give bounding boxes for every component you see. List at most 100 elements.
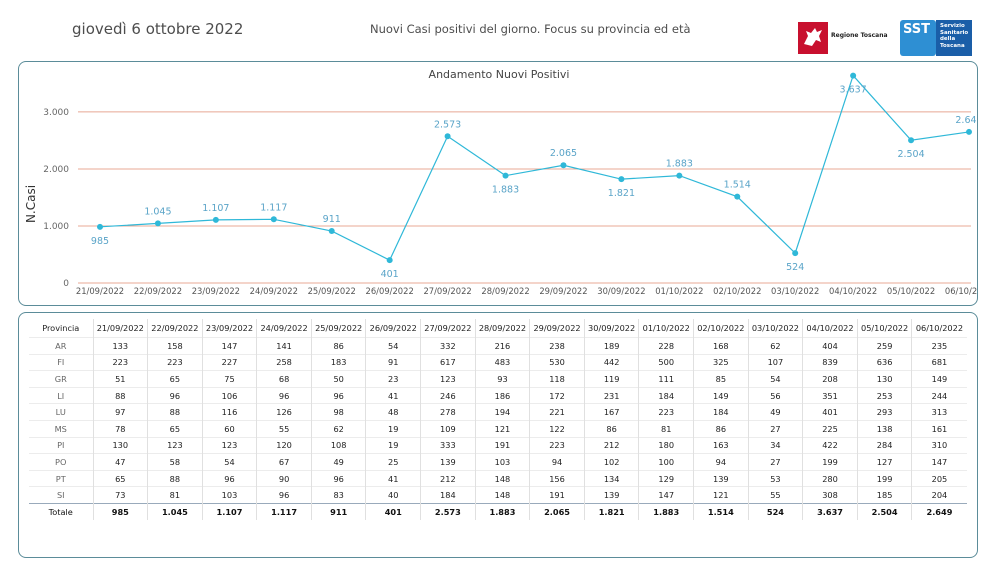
- y-tick-label: 3.000: [43, 108, 69, 118]
- table-cell: 127: [856, 453, 912, 471]
- data-point[interactable]: [792, 250, 799, 257]
- table-cell: 96: [310, 469, 366, 487]
- table-cell: 134: [583, 469, 639, 487]
- table-cell: 228: [638, 337, 694, 355]
- table-cell: 103: [201, 486, 257, 504]
- table-cell: 313: [911, 403, 967, 421]
- table-cell: 180: [638, 436, 694, 454]
- column-header-date[interactable]: 23/09/2022: [201, 319, 257, 338]
- data-label: 1.117: [260, 202, 287, 213]
- table-cell: 223: [147, 353, 203, 371]
- data-point[interactable]: [560, 162, 567, 169]
- data-point[interactable]: [618, 176, 625, 183]
- data-label: 1.883: [492, 185, 519, 196]
- table-cell: 122: [529, 419, 585, 438]
- table-cell: 278: [420, 403, 476, 421]
- table-cell: 191: [474, 436, 530, 454]
- table-cell: 91: [365, 353, 421, 371]
- data-point[interactable]: [328, 228, 335, 235]
- table-cell: 483: [474, 353, 530, 371]
- table-cell: 96: [310, 386, 366, 404]
- column-header-date[interactable]: 25/09/2022: [310, 319, 366, 338]
- table-cell: 205: [911, 469, 967, 487]
- column-header-date[interactable]: 01/10/2022: [638, 319, 694, 338]
- data-point[interactable]: [734, 193, 741, 200]
- table-cell: 53: [747, 469, 803, 487]
- column-header-date[interactable]: 05/10/2022: [856, 319, 912, 338]
- column-header-date[interactable]: 06/10/2022: [911, 319, 967, 338]
- column-header-date[interactable]: 02/10/2022: [693, 319, 749, 338]
- data-label: 524: [786, 262, 804, 273]
- column-header-date[interactable]: 22/09/2022: [147, 319, 203, 338]
- table-cell: 212: [420, 469, 476, 487]
- pegasus-flag-icon: [798, 22, 828, 54]
- table-cell: 83: [310, 486, 366, 504]
- sst-mark: SST: [903, 22, 931, 37]
- data-point[interactable]: [444, 133, 451, 140]
- table-cell: 500: [638, 353, 694, 371]
- data-point[interactable]: [908, 137, 915, 144]
- chart-panel: Andamento Nuovi Positivi N.Casi 0 1.000 2.…: [18, 61, 993, 306]
- table-cell: 120: [256, 436, 312, 454]
- table-cell: 184: [638, 386, 694, 404]
- row-label: MS: [29, 419, 93, 438]
- x-tick-label: 23/09/2022: [192, 286, 240, 296]
- data-point[interactable]: [154, 220, 161, 227]
- x-tick-label: 04/10/2022: [829, 286, 877, 296]
- data-point[interactable]: [966, 128, 972, 135]
- table-cell: 148: [474, 469, 530, 487]
- column-header-date[interactable]: 27/09/2022: [420, 319, 476, 338]
- x-tick-label: 06/10/2022: [945, 286, 977, 296]
- table-cell: 54: [747, 370, 803, 388]
- x-tick-label: 03/10/2022: [771, 286, 819, 296]
- x-tick-label: 22/09/2022: [134, 286, 182, 296]
- column-header-date[interactable]: 28/09/2022: [474, 319, 530, 338]
- chart-title: Andamento Nuovi Positivi: [429, 68, 570, 81]
- column-header-date[interactable]: 29/09/2022: [529, 319, 585, 338]
- column-header-provincia[interactable]: Provincia: [42, 323, 80, 333]
- table-cell: 62: [747, 337, 803, 355]
- table-cell: 19: [365, 419, 421, 438]
- column-header-date[interactable]: 04/10/2022: [802, 319, 858, 338]
- table-cell: 404: [802, 337, 858, 355]
- sst-logo: SST Servizio Sanitario della Toscana: [900, 20, 972, 56]
- table-cell: 184: [420, 486, 476, 504]
- table-cell: 111: [638, 370, 694, 388]
- data-label: 1.514: [724, 180, 751, 191]
- data-point[interactable]: [502, 172, 509, 179]
- table-cell: 47: [92, 453, 148, 471]
- data-point[interactable]: [212, 216, 219, 223]
- column-header-date[interactable]: 26/09/2022: [365, 319, 421, 338]
- table-cell: 54: [201, 453, 257, 471]
- table-cell: 121: [474, 419, 530, 438]
- page-header: giovedì 6 ottobre 2022 Nuovi Casi positi…: [0, 0, 996, 60]
- table-cell: 332: [420, 337, 476, 355]
- data-label: 1.821: [608, 188, 635, 199]
- table-cell: 130: [856, 370, 912, 388]
- x-tick-label: 30/09/2022: [597, 286, 645, 296]
- table-cell: 223: [529, 436, 585, 454]
- x-tick-label: 02/10/2022: [713, 286, 761, 296]
- data-point[interactable]: [270, 216, 277, 223]
- table-cell: 258: [256, 353, 312, 371]
- column-header-date[interactable]: 30/09/2022: [583, 319, 639, 338]
- table-cell: 223: [638, 403, 694, 421]
- data-point[interactable]: [97, 223, 103, 230]
- column-header-date[interactable]: 21/09/2022: [92, 319, 148, 338]
- table-cell: 86: [693, 419, 749, 438]
- table-cell: 246: [420, 386, 476, 404]
- table-row: LU 97 88 116 126 98 48 278 194 221 167 223 184 49 401 2…: [29, 403, 967, 421]
- data-point[interactable]: [386, 257, 393, 264]
- data-point[interactable]: [850, 72, 857, 79]
- table-cell: 123: [201, 436, 257, 454]
- data-label: 2.573: [434, 119, 461, 130]
- table-cell: 27: [747, 419, 803, 438]
- row-label: PI: [29, 436, 93, 454]
- row-label: Totale: [29, 502, 93, 520]
- row-label: SI: [29, 486, 93, 504]
- data-point[interactable]: [676, 172, 683, 179]
- table-cell: 27: [747, 453, 803, 471]
- column-header-date[interactable]: 24/09/2022: [256, 319, 312, 338]
- column-header-date[interactable]: 03/10/2022: [747, 319, 803, 338]
- y-axis-label: N.Casi: [24, 185, 38, 223]
